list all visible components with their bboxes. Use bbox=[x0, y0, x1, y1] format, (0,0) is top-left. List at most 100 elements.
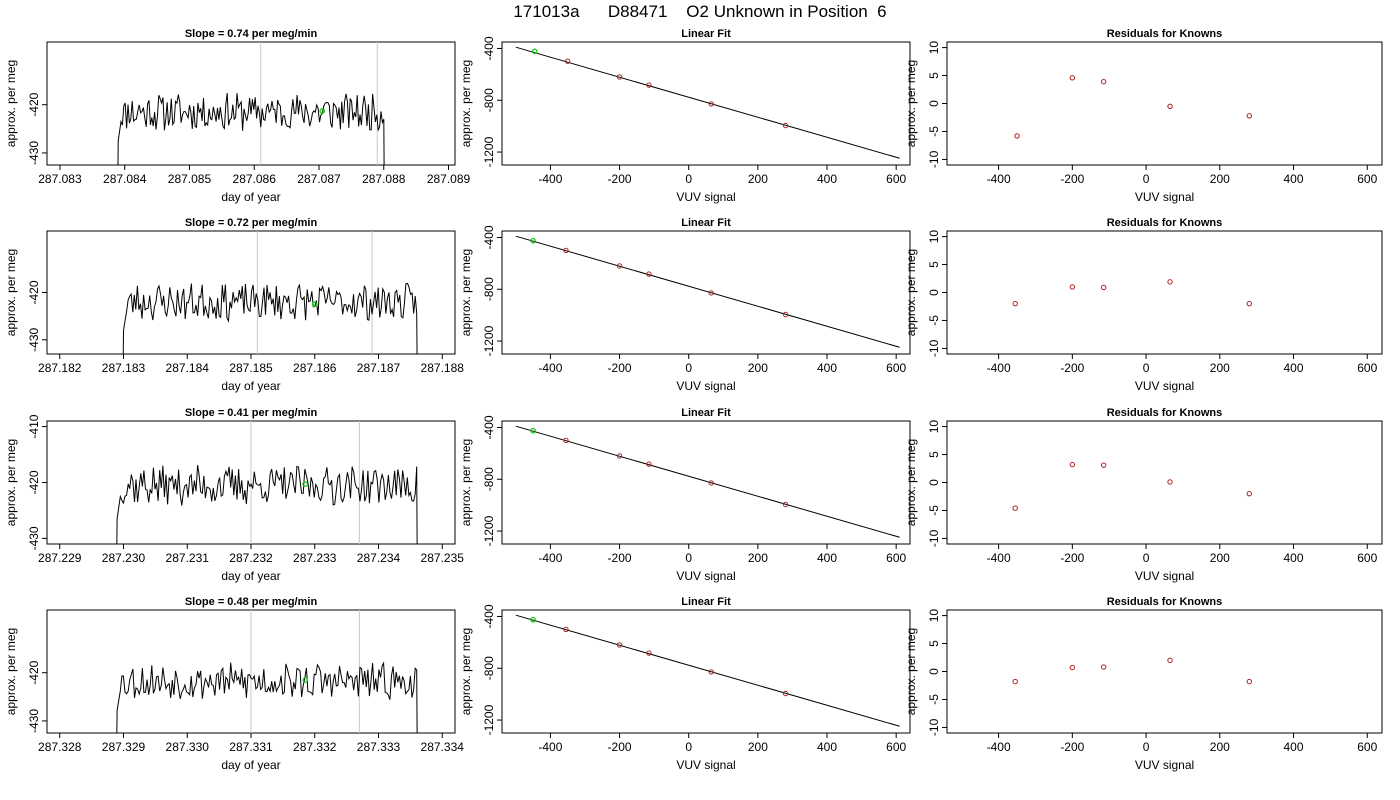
unknown-marker bbox=[302, 677, 308, 683]
known-point bbox=[563, 247, 569, 254]
x-tick-label: 287.185 bbox=[229, 361, 273, 375]
known-point bbox=[646, 650, 652, 656]
y-tick-label: -400 bbox=[482, 36, 496, 60]
plot-frame bbox=[46, 41, 456, 166]
plot-frame bbox=[946, 230, 1383, 355]
y-tick-label: -400 bbox=[482, 225, 496, 249]
y-tick-label: -430 bbox=[27, 709, 41, 733]
residual-point bbox=[1246, 678, 1252, 685]
plot-frame bbox=[946, 41, 1383, 166]
x-tick-label: 287.331 bbox=[229, 740, 273, 754]
x-axis-label: day of year bbox=[221, 758, 280, 772]
residual-point bbox=[1246, 490, 1252, 497]
signal-trace bbox=[117, 92, 385, 165]
x-tick-label: 287.231 bbox=[166, 551, 210, 565]
known-point bbox=[782, 690, 789, 697]
x-tick-label: 0 bbox=[685, 551, 692, 565]
x-tick-label: -200 bbox=[1060, 740, 1084, 754]
plot-frame bbox=[501, 609, 911, 734]
residuals-panel-1: Residuals for Knowns -400 -200 0 200 400 600 10… bbox=[904, 28, 1383, 204]
known-point bbox=[782, 122, 789, 129]
residual-point bbox=[1100, 284, 1107, 291]
plot-frame bbox=[946, 609, 1383, 734]
signal-trace bbox=[116, 661, 418, 733]
panel-title: Linear Fit bbox=[681, 407, 731, 419]
unknown-point bbox=[530, 616, 536, 623]
residual-point bbox=[1069, 284, 1076, 290]
known-point bbox=[616, 74, 623, 80]
residuals-panel-2: Residuals for Knowns -400 -200 0 200 400 600 10… bbox=[904, 217, 1383, 393]
y-tick-label: -5 bbox=[927, 694, 941, 705]
known-point bbox=[616, 263, 623, 269]
residual-point bbox=[1014, 133, 1020, 139]
x-tick-label: 0 bbox=[1143, 172, 1150, 186]
y-tick-label: -420 bbox=[27, 92, 41, 116]
x-tick-label: 400 bbox=[817, 172, 837, 186]
x-tick-label: -200 bbox=[1060, 551, 1084, 565]
x-tick-label: 287.186 bbox=[293, 361, 337, 375]
signal-trace bbox=[122, 282, 418, 354]
y-tick-label: -5 bbox=[927, 505, 941, 516]
y-tick-label: 0 bbox=[927, 289, 941, 296]
x-tick-label: 600 bbox=[886, 172, 906, 186]
y-tick-label: -420 bbox=[27, 660, 41, 684]
y-axis-label: approx. per meg bbox=[4, 60, 18, 147]
x-tick-label: 0 bbox=[1143, 551, 1150, 565]
y-tick-label: -5 bbox=[927, 315, 941, 326]
known-point bbox=[708, 290, 714, 296]
panel-title: Slope = 0.74 per meg/min bbox=[185, 28, 318, 40]
x-tick-label: -400 bbox=[538, 740, 562, 754]
x-tick-label: 600 bbox=[1357, 172, 1377, 186]
residual-point bbox=[1167, 279, 1173, 285]
x-tick-label: 0 bbox=[685, 740, 692, 754]
y-tick-label: -10 bbox=[927, 339, 941, 357]
x-tick-label: 600 bbox=[886, 551, 906, 565]
y-tick-label: 5 bbox=[927, 640, 941, 647]
y-tick-label: -1200 bbox=[482, 325, 496, 356]
residual-point bbox=[1167, 479, 1173, 485]
y-tick-label: -420 bbox=[27, 470, 41, 494]
x-tick-label: 287.233 bbox=[293, 551, 337, 565]
known-point bbox=[564, 58, 571, 64]
y-axis-label: approx. per meg bbox=[4, 628, 18, 715]
x-axis-label: VUV signal bbox=[1135, 569, 1194, 583]
y-tick-label: -800 bbox=[482, 277, 496, 301]
x-tick-label: 287.333 bbox=[357, 740, 401, 754]
unknown-marker bbox=[302, 481, 308, 487]
panel-title: Linear Fit bbox=[681, 596, 731, 608]
x-tick-label: 287.088 bbox=[362, 172, 406, 186]
known-point bbox=[616, 453, 623, 459]
x-tick-label: 200 bbox=[748, 740, 768, 754]
residual-point bbox=[1100, 78, 1107, 85]
panel-title: Slope = 0.48 per meg/min bbox=[185, 596, 318, 608]
y-axis-label: approx. per meg bbox=[904, 628, 918, 715]
unknown-point bbox=[532, 48, 538, 55]
x-tick-label: -200 bbox=[608, 740, 632, 754]
y-tick-label: -800 bbox=[482, 467, 496, 491]
x-axis-label: day of year bbox=[221, 190, 280, 204]
y-tick-label: -10 bbox=[927, 718, 941, 736]
y-tick-label: 0 bbox=[927, 479, 941, 486]
x-tick-label: 0 bbox=[685, 172, 692, 186]
x-tick-label: 400 bbox=[817, 361, 837, 375]
linear-fit-panel-3: Linear Fit -400 -200 0 200 400 600 -400 -800 -120… bbox=[459, 407, 911, 583]
known-point bbox=[708, 101, 714, 107]
known-point bbox=[708, 669, 714, 675]
x-tick-label: 200 bbox=[1210, 172, 1230, 186]
x-tick-label: 287.334 bbox=[421, 740, 465, 754]
fit-line bbox=[515, 46, 900, 159]
unknown-marker bbox=[319, 108, 326, 114]
x-tick-label: 287.330 bbox=[166, 740, 210, 754]
x-tick-label: 0 bbox=[685, 361, 692, 375]
y-tick-label: -800 bbox=[482, 656, 496, 680]
x-tick-label: 200 bbox=[1210, 551, 1230, 565]
x-tick-label: -200 bbox=[608, 172, 632, 186]
x-axis-label: VUV signal bbox=[676, 569, 735, 583]
x-axis-label: day of year bbox=[221, 379, 280, 393]
y-tick-label: 10 bbox=[927, 41, 941, 55]
y-axis-label: approx. per meg bbox=[459, 439, 473, 526]
x-tick-label: 400 bbox=[1284, 551, 1304, 565]
panel-title: Residuals for Knowns bbox=[1107, 596, 1223, 608]
unknown-point bbox=[530, 237, 536, 244]
fit-line bbox=[515, 235, 900, 348]
